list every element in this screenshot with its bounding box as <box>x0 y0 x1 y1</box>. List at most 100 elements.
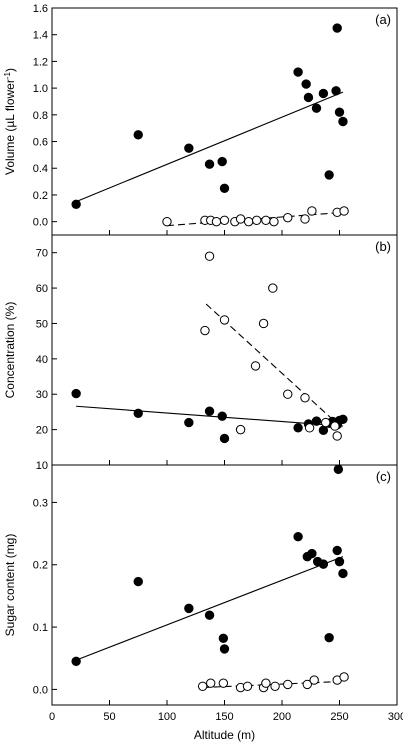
y-tick-label: 1.2 <box>33 56 48 68</box>
fit-line-filled <box>75 91 344 203</box>
panel-label: (a) <box>375 12 391 27</box>
open-point <box>250 361 261 371</box>
y-tick-label: 0.0 <box>33 684 48 696</box>
open-point <box>300 393 310 403</box>
filled-point <box>338 414 348 425</box>
x-tick-label: 100 <box>158 711 176 723</box>
y-axis-label-superscript: -1 <box>3 71 12 79</box>
panel-label: (b) <box>375 239 391 254</box>
y-axis-label: Volume (µL flower-1) <box>3 68 18 175</box>
open-point <box>309 675 319 685</box>
filled-point <box>204 406 215 416</box>
fit-line-filled <box>76 405 343 427</box>
plot-area <box>71 251 348 444</box>
filled-point <box>332 23 342 33</box>
filled-point <box>219 183 230 193</box>
y-tick-label: 40 <box>36 354 48 366</box>
fit-line-filled <box>75 556 344 661</box>
open-point <box>330 421 340 431</box>
filled-point <box>303 92 314 103</box>
open-point <box>204 251 215 261</box>
open-point <box>235 214 246 224</box>
open-point <box>339 206 349 216</box>
filled-point <box>184 603 194 614</box>
open-point <box>283 389 293 399</box>
filled-point <box>204 610 215 620</box>
y-tick-label: 50 <box>36 318 48 330</box>
filled-point <box>338 568 348 579</box>
filled-point <box>333 465 344 475</box>
plot-frame <box>51 234 398 466</box>
x-tick-label: 150 <box>215 711 233 723</box>
filled-point <box>218 633 229 643</box>
filled-point <box>219 644 230 654</box>
y-tick-label: 20 <box>36 425 48 437</box>
filled-point <box>338 116 348 127</box>
filled-point <box>293 531 303 542</box>
open-point <box>252 215 262 226</box>
open-point <box>283 679 293 690</box>
open-point <box>219 315 230 325</box>
y-tick-label: 0.4 <box>33 163 48 175</box>
filled-point <box>324 632 334 643</box>
filled-point <box>334 556 345 567</box>
y-tick-label: 0.3 <box>33 497 48 509</box>
open-point <box>261 678 271 688</box>
filled-point <box>71 388 81 399</box>
open-point <box>197 681 208 691</box>
y-tick-label: 30 <box>36 389 48 401</box>
filled-point <box>293 67 303 77</box>
x-tick-label: 0 <box>49 711 55 723</box>
open-point <box>206 678 216 688</box>
panel-2: 10 20 30 40 50 60 70 Concentration (%) (b) <box>3 234 398 472</box>
y-tick-label: 60 <box>36 283 48 295</box>
open-point <box>300 214 310 224</box>
open-point <box>242 681 253 691</box>
open-point <box>339 672 349 682</box>
y-tick-label: 0.6 <box>33 137 48 149</box>
y-tick-label: 0.0 <box>33 217 48 229</box>
open-point <box>243 216 254 227</box>
filled-point <box>311 103 322 113</box>
x-tick-label: 250 <box>330 711 348 723</box>
open-point <box>219 215 230 226</box>
open-point <box>235 424 246 435</box>
filled-point <box>217 156 227 167</box>
plot-area <box>71 23 349 227</box>
open-point <box>332 431 342 441</box>
panel-1: 0.0 0.2 0.4 0.6 0.8 1.0 1.2 1.4 1.6 Volume (µL fl… <box>3 3 398 236</box>
open-point <box>218 678 229 688</box>
open-point <box>268 283 278 293</box>
open-point <box>283 212 293 223</box>
y-axis-label-close: ) <box>3 68 17 72</box>
open-point <box>269 216 279 227</box>
filled-point <box>334 107 345 117</box>
filled-point <box>133 130 143 140</box>
open-point <box>162 216 172 227</box>
y-tick-label: 0.2 <box>33 560 48 572</box>
open-point <box>302 679 312 690</box>
open-point <box>211 216 222 227</box>
plot-frame <box>51 464 398 706</box>
fit-line-open <box>205 303 343 429</box>
filled-point <box>184 143 194 153</box>
filled-point <box>133 576 143 587</box>
filled-point <box>318 559 329 569</box>
filled-point <box>307 548 317 559</box>
filled-point <box>133 408 143 419</box>
y-tick-label: 0.2 <box>33 190 48 202</box>
x-tick-label: 200 <box>273 711 291 723</box>
y-tick-label: 0.8 <box>33 110 48 122</box>
filled-point <box>184 417 194 428</box>
y-axis-label: Sugar content (mg) <box>3 534 17 637</box>
filled-point <box>318 88 329 99</box>
panel-label: (c) <box>376 469 391 484</box>
panel-3: 0.0 0.1 0.2 0.3 Sugar content (mg) (c) 0 50 100 1… <box>3 464 403 742</box>
y-tick-label: 70 <box>36 248 48 260</box>
open-point <box>307 206 317 216</box>
filled-point <box>332 545 342 556</box>
y-tick-label: 1.4 <box>33 30 48 42</box>
filled-point <box>301 79 311 89</box>
filled-point <box>293 423 303 433</box>
open-point <box>200 325 210 336</box>
